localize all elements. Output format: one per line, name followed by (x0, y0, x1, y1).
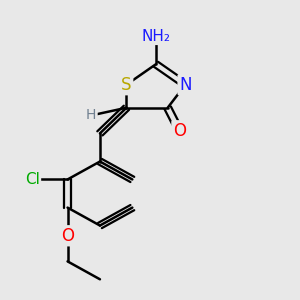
Text: O: O (61, 227, 74, 245)
Text: H: H (86, 108, 96, 122)
Text: Cl: Cl (25, 172, 40, 187)
Text: S: S (121, 76, 132, 94)
Text: N: N (179, 76, 192, 94)
Text: O: O (173, 122, 186, 140)
Text: NH₂: NH₂ (141, 28, 170, 44)
Text: H: H (86, 108, 96, 122)
